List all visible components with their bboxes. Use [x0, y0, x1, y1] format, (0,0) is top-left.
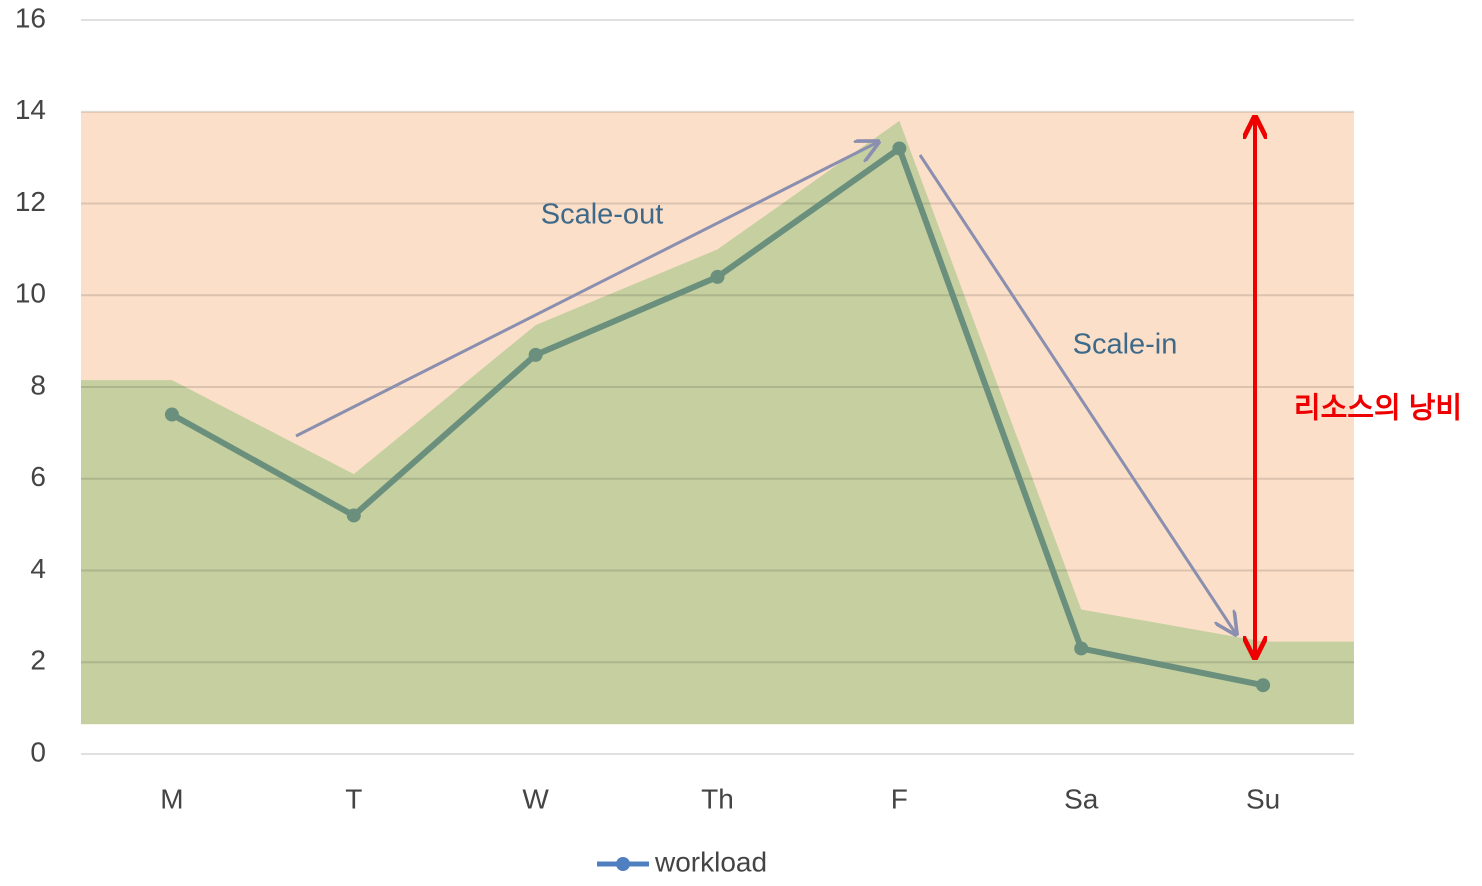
data-point — [1256, 678, 1271, 693]
resource-area — [81, 120, 1354, 725]
x-tick-label: F — [891, 783, 908, 814]
y-tick-label: 4 — [30, 553, 46, 584]
background-layer — [81, 111, 1354, 725]
y-tick-label: 14 — [15, 94, 46, 125]
y-tick-label: 8 — [30, 369, 46, 400]
x-tick-label: Th — [701, 783, 734, 814]
y-tick-label: 10 — [15, 278, 46, 309]
y-tick-label: 16 — [15, 2, 46, 33]
annotation: Scale-out — [541, 199, 664, 231]
x-tick-label: Sa — [1064, 783, 1099, 814]
x-tick-label: Su — [1246, 783, 1280, 814]
series-layer: workload — [164, 141, 1271, 877]
y-tick-label: 0 — [30, 736, 46, 767]
x-tick-label: T — [345, 783, 362, 814]
x-tick-label: W — [522, 783, 549, 814]
annotation: 리소스의 낭비 — [1294, 392, 1462, 425]
legend-label: workload — [654, 846, 767, 877]
data-point — [1074, 641, 1089, 656]
data-point — [528, 347, 543, 362]
x-tick-label: M — [160, 783, 183, 814]
data-point — [710, 269, 725, 284]
scale-in-arrow — [918, 154, 1236, 634]
y-tick-label: 12 — [15, 186, 46, 217]
legend-marker — [616, 857, 630, 871]
data-point — [892, 141, 907, 156]
y-tick-label: 6 — [30, 461, 46, 492]
y-tick-label: 2 — [30, 645, 46, 676]
data-point — [346, 508, 361, 523]
data-point — [164, 407, 179, 422]
annotation: Scale-in — [1073, 329, 1178, 361]
scale-out-arrow — [295, 142, 878, 438]
